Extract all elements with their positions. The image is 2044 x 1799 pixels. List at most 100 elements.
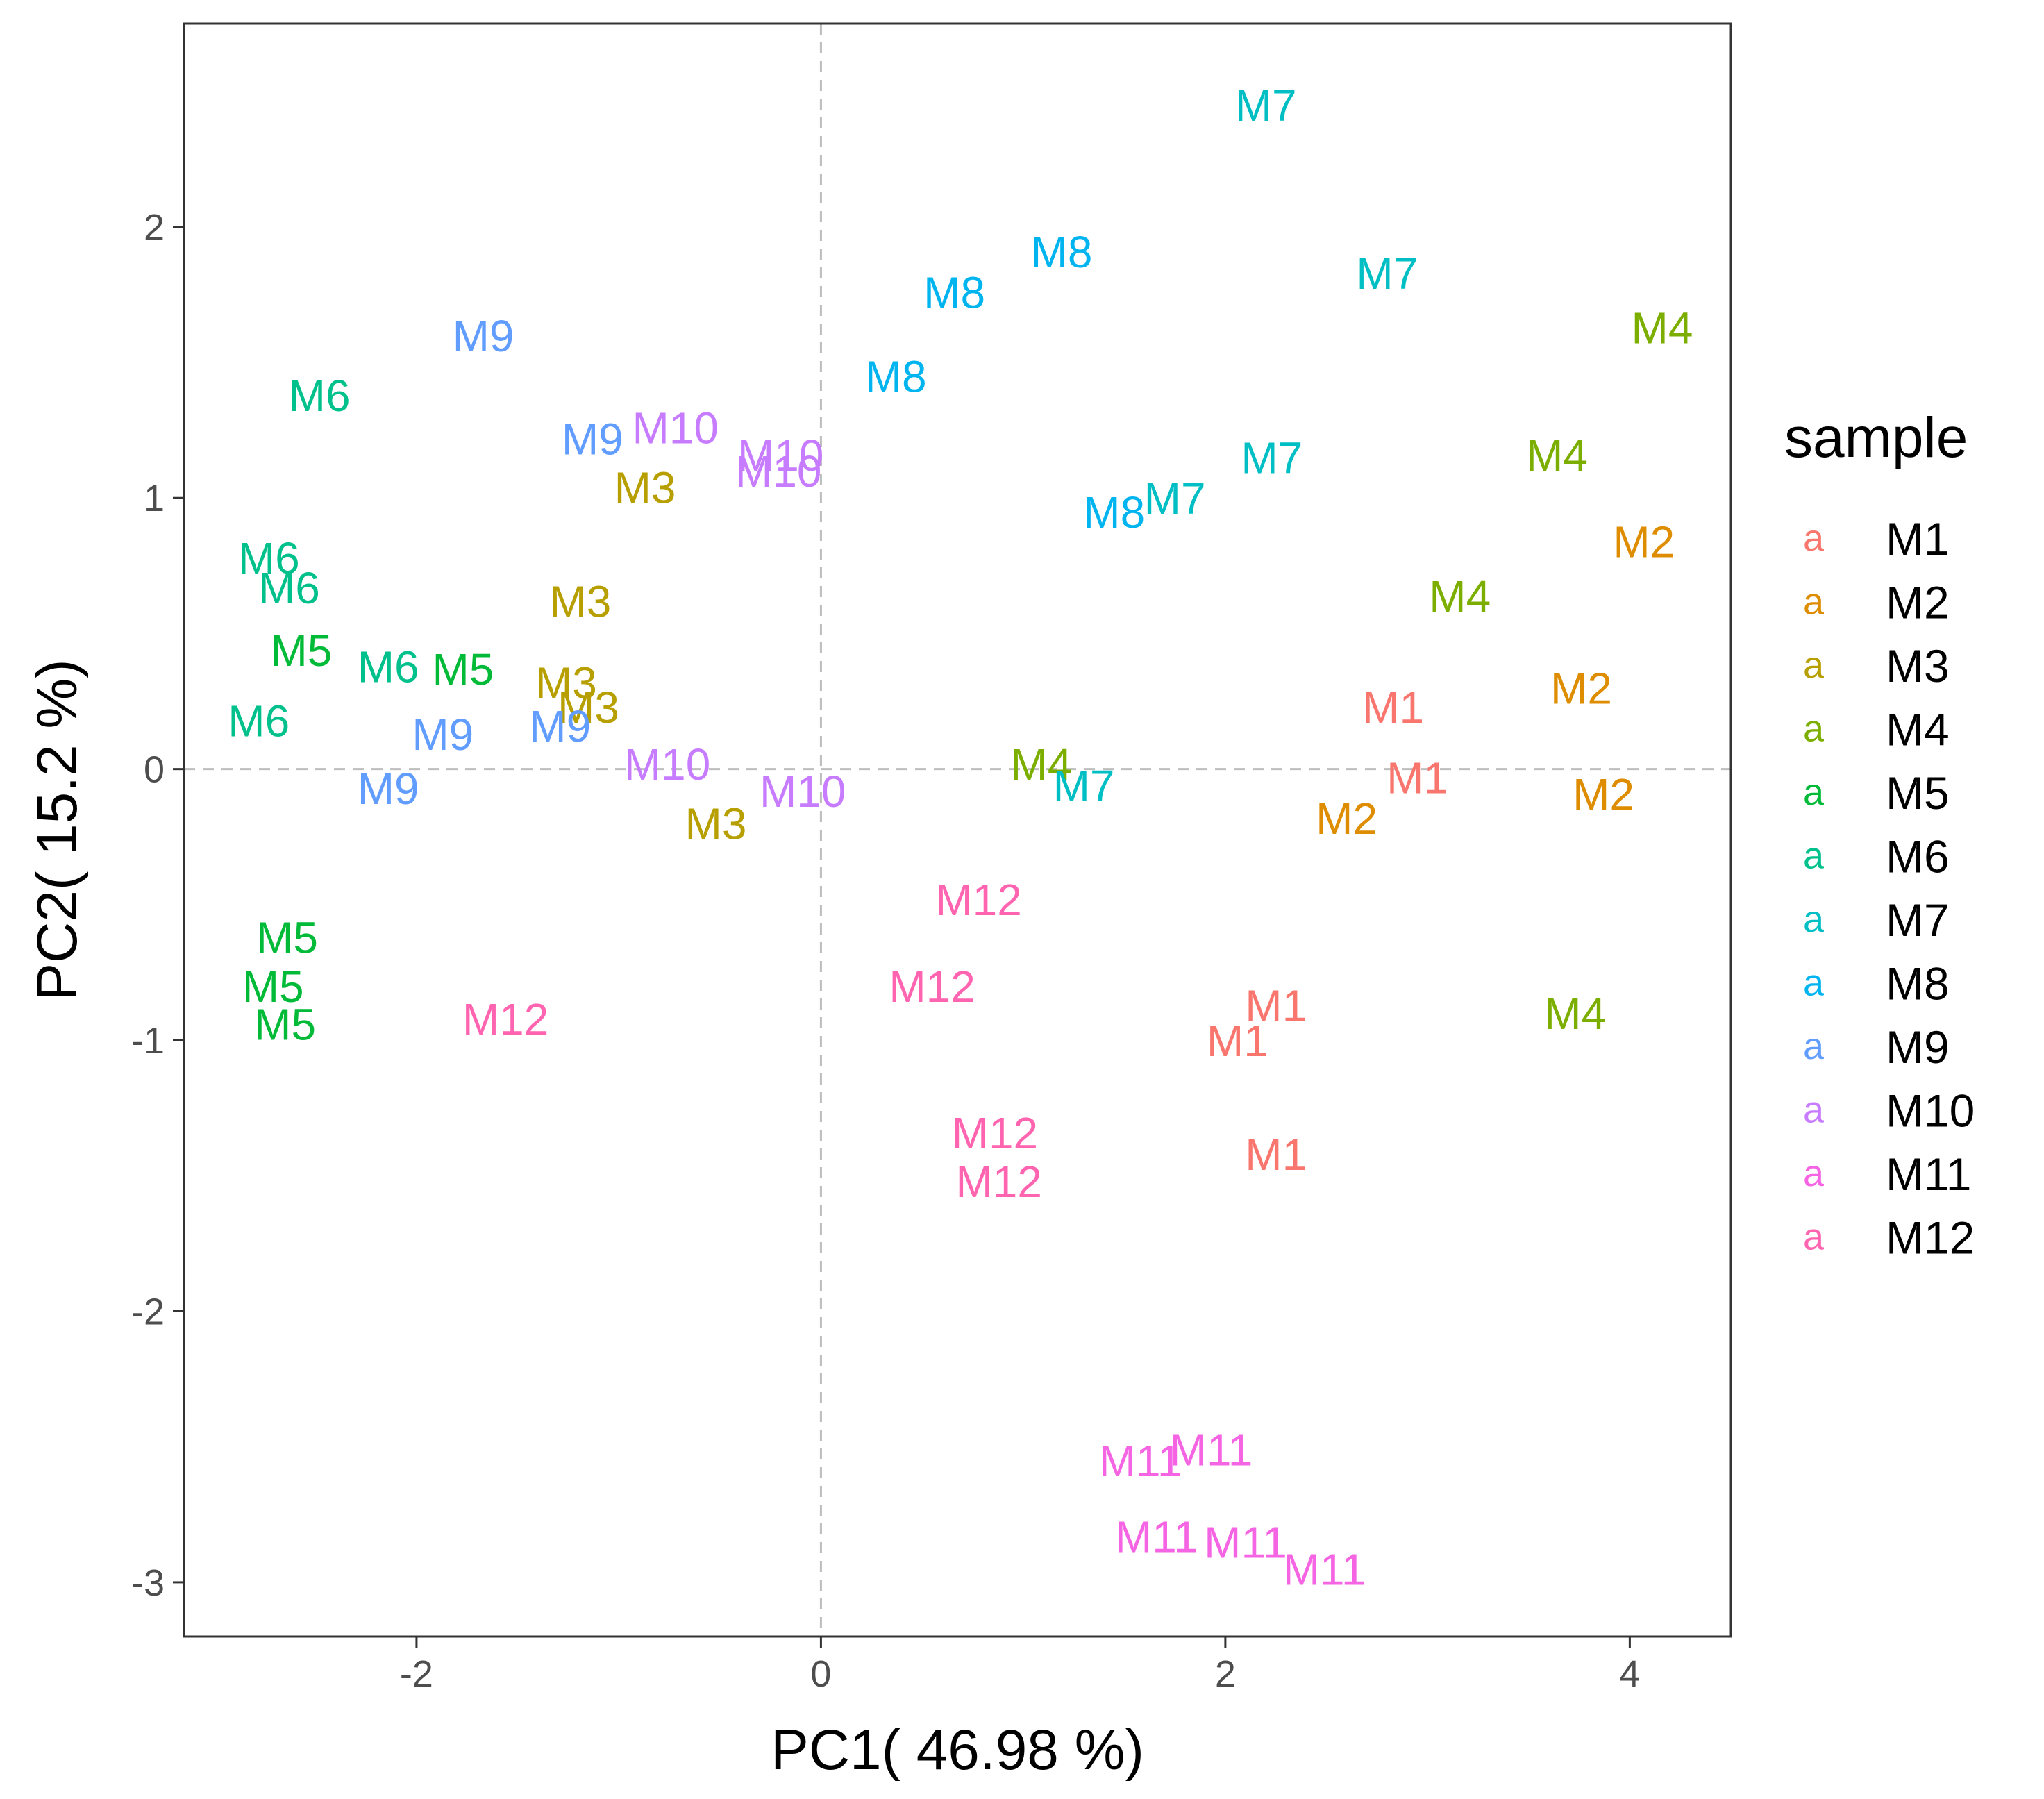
legend-item-m3: a M3 xyxy=(1803,640,1950,692)
point-label-m12: M12 xyxy=(935,875,1022,925)
point-label-m9: M9 xyxy=(453,311,514,361)
point-label-m6: M6 xyxy=(358,642,419,692)
point-label-m12: M12 xyxy=(462,994,549,1044)
legend-key-glyph: a xyxy=(1803,1089,1825,1131)
legend-key-glyph: a xyxy=(1803,1026,1825,1067)
legend-item-m5: a M5 xyxy=(1803,767,1950,819)
legend-title: sample xyxy=(1784,406,1968,469)
point-label-m1: M1 xyxy=(1387,753,1448,803)
legend-label: M12 xyxy=(1886,1212,1975,1264)
legend-key-glyph: a xyxy=(1803,517,1825,559)
legend-key-glyph: a xyxy=(1803,771,1825,813)
data-points: M1M1M1M1M1M2M2M2M2M3M3M3M3M3M4M4M4M4M4M5… xyxy=(228,81,1693,1594)
x-tick-label: 2 xyxy=(1215,1653,1236,1695)
point-label-m6: M6 xyxy=(238,533,300,583)
legend-item-m7: a M7 xyxy=(1803,894,1950,946)
point-label-m11: M11 xyxy=(1170,1425,1253,1475)
legend-label: M11 xyxy=(1886,1148,1972,1200)
legend-item-m12: a M12 xyxy=(1803,1212,1975,1264)
legend-item-m10: a M10 xyxy=(1803,1085,1975,1137)
legend: a M1 a M2 a M3 a M4 a M5 a M6 a M7 a M8 a M9 a M10 a M11 a M12 xyxy=(1803,513,1975,1264)
x-tick-label: -2 xyxy=(400,1653,433,1695)
legend-item-m8: a M8 xyxy=(1803,958,1950,1010)
y-tick-label: 2 xyxy=(144,207,165,249)
point-label-m10: M10 xyxy=(737,430,824,480)
x-tick-label: 4 xyxy=(1619,1653,1640,1695)
point-label-m11: M11 xyxy=(1204,1517,1287,1567)
legend-key-glyph: a xyxy=(1803,898,1825,940)
point-label-m10: M10 xyxy=(735,446,822,496)
legend-label: M7 xyxy=(1886,894,1950,946)
legend-key-glyph: a xyxy=(1803,1153,1825,1194)
legend-label: M9 xyxy=(1886,1021,1950,1073)
y-axis-title: PC2( 15.2 %) xyxy=(26,659,89,1001)
reference-lines xyxy=(184,24,1731,1637)
y-tick-label: 1 xyxy=(144,478,165,519)
point-label-m4: M4 xyxy=(1429,571,1491,621)
y-tick-label: -2 xyxy=(131,1291,165,1332)
point-label-m9: M9 xyxy=(412,710,474,760)
legend-key-glyph: a xyxy=(1803,835,1825,877)
point-label-m12: M12 xyxy=(889,962,975,1012)
legend-item-m9: a M9 xyxy=(1803,1021,1950,1073)
point-label-m9: M9 xyxy=(529,701,591,751)
point-label-m7: M7 xyxy=(1144,474,1206,524)
point-label-m8: M8 xyxy=(923,268,985,318)
y-tick-label: -1 xyxy=(131,1020,165,1062)
x-axis-title: PC1( 46.98 %) xyxy=(771,1718,1144,1782)
axes: -2 0 2 4 -3 -2 -1 0 1 2 xyxy=(131,207,1640,1695)
point-label-m5: M5 xyxy=(270,626,332,676)
point-label-m8: M8 xyxy=(1031,227,1093,277)
point-label-m9: M9 xyxy=(562,414,623,464)
point-label-m2: M2 xyxy=(1316,794,1377,844)
point-label-m8: M8 xyxy=(1083,487,1145,537)
point-label-m11: M11 xyxy=(1115,1512,1198,1562)
point-label-m5: M5 xyxy=(242,962,304,1012)
point-label-m9: M9 xyxy=(358,764,419,814)
point-label-m12: M12 xyxy=(952,1108,1039,1158)
legend-key-glyph: a xyxy=(1803,644,1825,686)
point-label-m4: M4 xyxy=(1526,430,1588,480)
point-label-m5: M5 xyxy=(432,644,494,694)
point-label-m2: M2 xyxy=(1550,664,1612,714)
point-label-m3: M3 xyxy=(614,463,676,513)
legend-key-glyph: a xyxy=(1803,962,1825,1004)
legend-label: M3 xyxy=(1886,640,1950,692)
legend-key-glyph: a xyxy=(1803,581,1825,623)
point-label-m6: M6 xyxy=(228,696,290,746)
point-label-m3: M3 xyxy=(685,799,747,849)
legend-label: M6 xyxy=(1886,831,1950,882)
point-label-m12: M12 xyxy=(955,1157,1042,1207)
legend-label: M4 xyxy=(1886,704,1950,755)
point-label-m7: M7 xyxy=(1235,81,1297,131)
point-label-m5: M5 xyxy=(254,1000,316,1050)
legend-label: M10 xyxy=(1886,1085,1975,1137)
point-label-m7: M7 xyxy=(1241,433,1302,483)
legend-label: M5 xyxy=(1886,767,1950,819)
x-tick-label: 0 xyxy=(810,1653,831,1695)
point-label-m10: M10 xyxy=(760,767,846,817)
point-label-m5: M5 xyxy=(256,913,318,963)
point-label-m1: M1 xyxy=(1245,980,1307,1030)
legend-item-m1: a M1 xyxy=(1803,513,1950,564)
legend-item-m2: a M2 xyxy=(1803,577,1950,628)
point-label-m1: M1 xyxy=(1245,1130,1307,1180)
point-label-m3: M3 xyxy=(558,683,619,733)
point-label-m4: M4 xyxy=(1632,303,1693,353)
y-tick-label: 0 xyxy=(144,749,165,791)
point-label-m3: M3 xyxy=(535,658,597,708)
legend-item-m11: a M11 xyxy=(1803,1148,1972,1200)
legend-label: M8 xyxy=(1886,958,1950,1010)
point-label-m11: M11 xyxy=(1099,1436,1182,1486)
legend-item-m4: a M4 xyxy=(1803,704,1950,755)
point-label-m8: M8 xyxy=(865,352,927,402)
point-label-m6: M6 xyxy=(258,563,320,613)
point-label-m4: M4 xyxy=(1010,739,1072,789)
point-label-m7: M7 xyxy=(1356,249,1418,299)
point-label-m10: M10 xyxy=(632,403,719,453)
legend-item-m6: a M6 xyxy=(1803,831,1950,882)
point-label-m4: M4 xyxy=(1544,989,1606,1039)
y-tick-label: -3 xyxy=(131,1562,165,1604)
